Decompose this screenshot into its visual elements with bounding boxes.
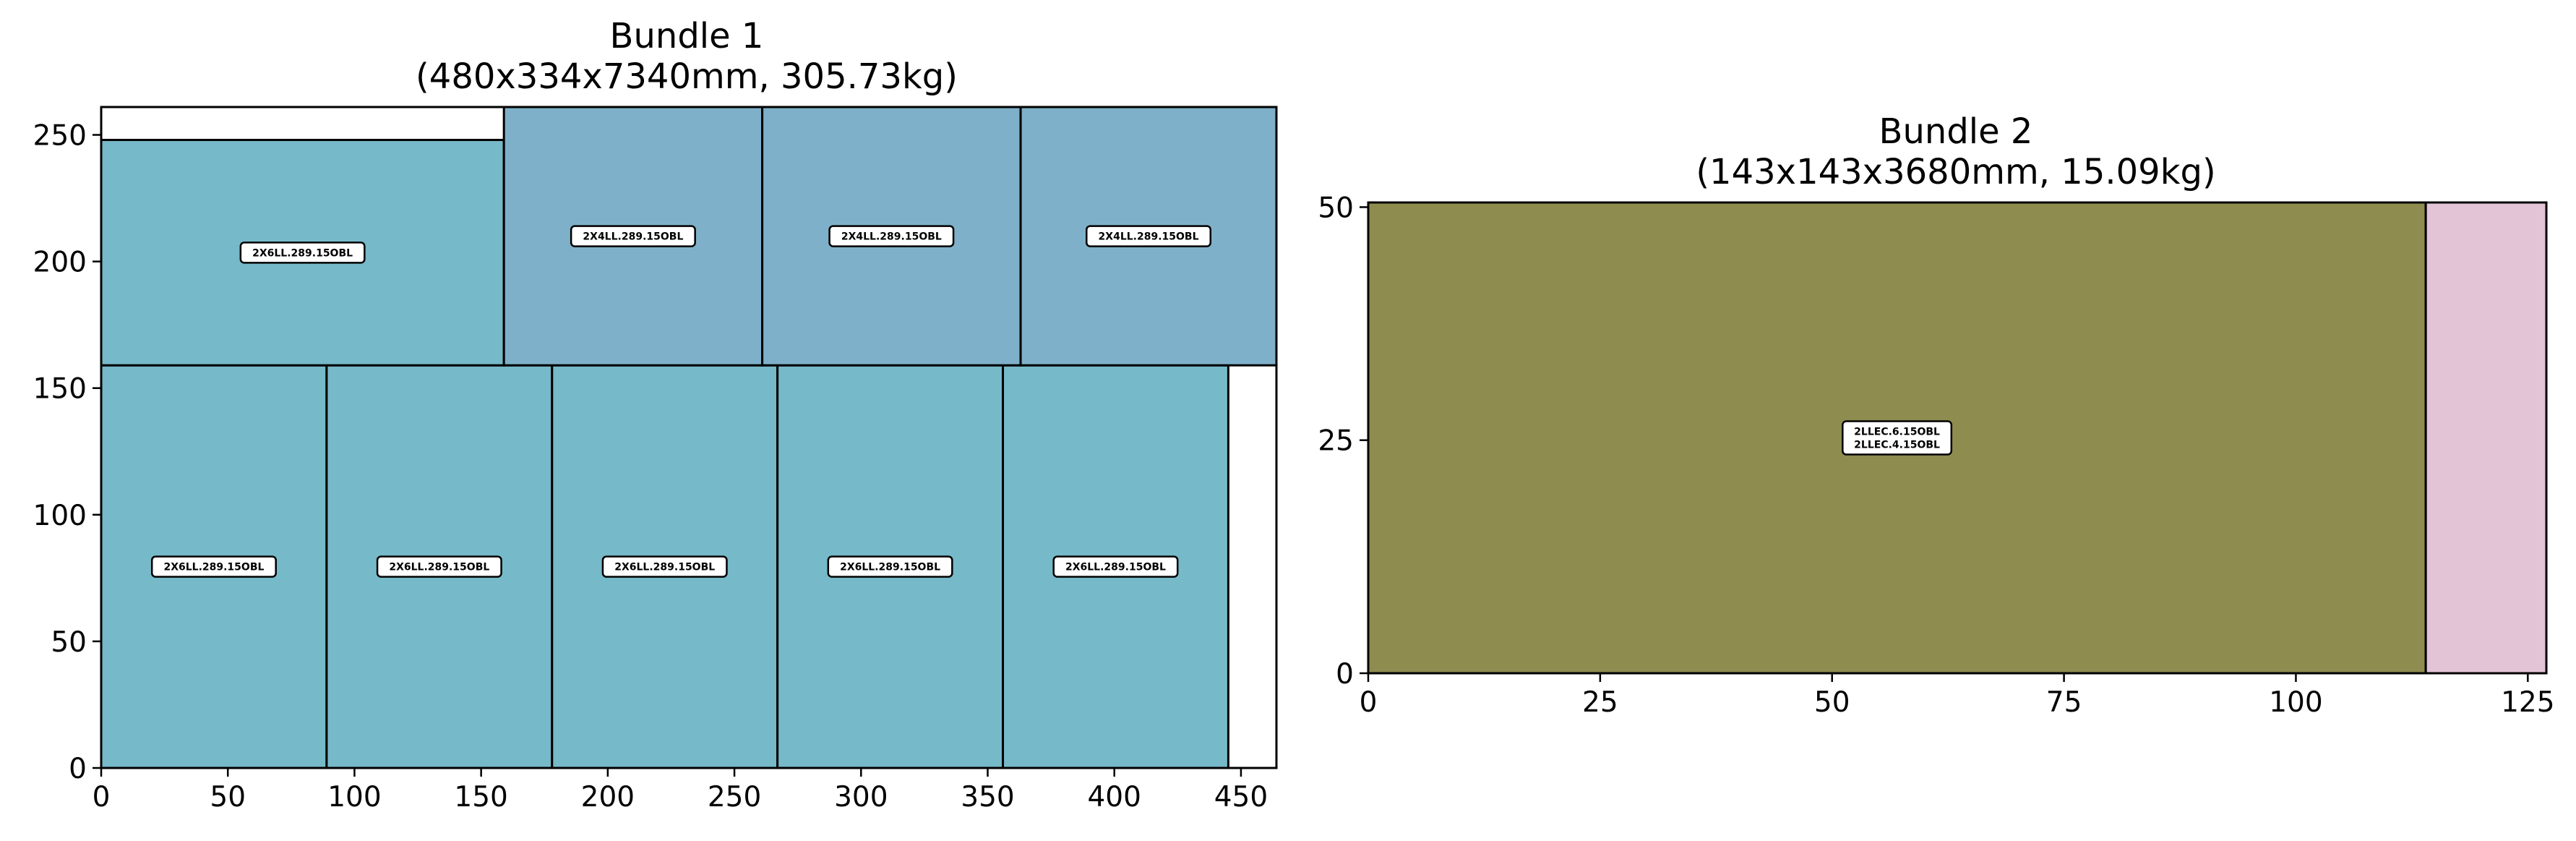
bundle-1-rect-7-label-box [828, 225, 955, 247]
bundle-1-rect-4-label-box [1052, 555, 1179, 578]
bundle-2-ytick-label-1: 25 [1318, 425, 1354, 458]
bundle-1-xtick-label-9: 450 [1214, 781, 1268, 814]
bundle-1-subtitle: (480x334x7340mm, 305.73kg) [416, 56, 958, 97]
bundle-1-xtick-label-3: 150 [454, 781, 507, 814]
bundle-2-xtick-label-3: 75 [2046, 686, 2082, 719]
bundle-2-xtick-label-0: 0 [1360, 686, 1378, 719]
bundle-1-rect-0-label-0: 2X6LL.289.15OBL [163, 562, 264, 573]
bundle-1-rect-8-label-box [1086, 225, 1212, 247]
bundle-1-xtick-label-6: 300 [834, 781, 888, 814]
bundle-1-rect-4-label-0: 2X6LL.289.15OBL [1065, 562, 1166, 573]
bundle-1-ytick-label-0: 0 [69, 753, 87, 785]
bundle-1-rect-2-label-0: 2X6LL.289.15OBL [614, 562, 715, 573]
bundle-2-panel: Bundle 2 (143x143x3680mm, 15.09kg) 2LLEC… [1318, 111, 2554, 719]
bundle-2-axes-frame [1367, 201, 2548, 675]
bundle-1-rect-7-label-0: 2X4LL.289.15OBL [841, 231, 942, 243]
bundle-1-rect-1-label-box [376, 555, 502, 578]
bundle-1-rect-5-label-box [239, 242, 366, 264]
bundle-1-rect-2-label-box [601, 555, 728, 578]
bundle-1-rect-3-label-0: 2X6LL.289.15OBL [840, 562, 940, 573]
bundle-1-xtick-label-1: 50 [210, 781, 246, 814]
bundle-1-ytick-label-1: 50 [51, 626, 87, 659]
bundle-1-rect-1-label-0: 2X6LL.289.15OBL [389, 562, 489, 573]
bundle-1-ytick-label-2: 100 [33, 500, 87, 532]
bundle-1-ytick-label-5: 250 [33, 120, 87, 153]
bundle-1-xtick-label-7: 350 [961, 781, 1014, 814]
bundle-2-subtitle: (143x143x3680mm, 15.09kg) [1696, 152, 2215, 192]
bundle-1-rect-6-label-box [570, 225, 696, 247]
bundle-2-rect-1 [2424, 201, 2548, 675]
bundle-1-ytick-label-3: 150 [33, 373, 87, 406]
bundle-2-xtick-label-1: 25 [1582, 686, 1618, 719]
bundle-1-xtick-label-4: 200 [581, 781, 635, 814]
bundle-1-panel: Bundle 1 (480x334x7340mm, 305.73kg) 2X6L… [33, 16, 1278, 814]
bundle-2-rect-0-label-box [1842, 420, 1953, 456]
bundle-1-ytick-label-4: 200 [33, 247, 87, 279]
bundle-2-xtick-label-2: 50 [1814, 686, 1850, 719]
bundle-2-xtick-label-4: 100 [2269, 686, 2322, 719]
bundle-1-rect-6-label-0: 2X4LL.289.15OBL [583, 231, 683, 243]
bundle-2-xtick-label-5: 125 [2501, 686, 2554, 719]
bundle-1-xtick-label-2: 100 [327, 781, 381, 814]
bundle-1-xtick-label-8: 400 [1087, 781, 1141, 814]
bundle-1-axes-frame [100, 106, 1278, 769]
bundle-1-rect-8-label-0: 2X4LL.289.15OBL [1099, 231, 1199, 243]
bundle-1-rect-0-label-box [150, 555, 277, 578]
bundle-2-ytick-label-0: 0 [1336, 658, 1354, 691]
bundle-1-xtick-label-0: 0 [93, 781, 111, 814]
bundle-1-rect-3-label-box [827, 555, 953, 578]
bundle-1-title: Bundle 1 [610, 16, 764, 56]
bundle-2-title: Bundle 2 [1879, 111, 2033, 152]
bundle-2-ytick-label-2: 50 [1318, 192, 1354, 224]
bundle-2-rect-0-label-1: 2LLEC.4.15OBL [1854, 440, 1940, 451]
bundle-1-rect-5-label-0: 2X6LL.289.15OBL [252, 247, 353, 259]
bundle-1-xtick-label-5: 250 [708, 781, 761, 814]
bundle-2-rect-0-label-0: 2LLEC.6.15OBL [1854, 427, 1940, 438]
